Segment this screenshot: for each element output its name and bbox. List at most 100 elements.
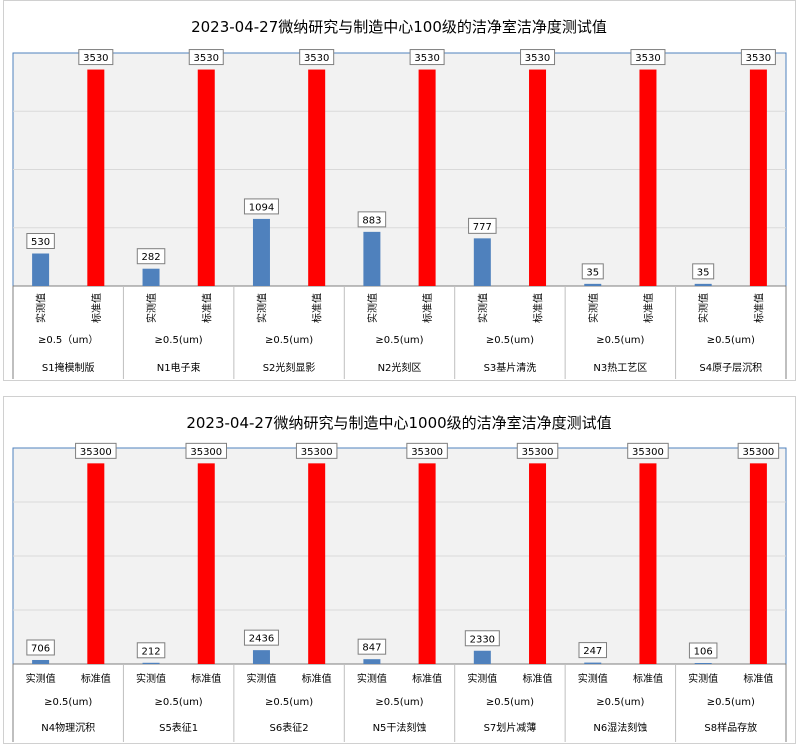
series-tick-label: 标准值: [191, 672, 221, 685]
data-label: 3530: [304, 53, 329, 64]
data-label: 35300: [80, 447, 112, 458]
bar-measured: [473, 238, 491, 286]
area-label: N3热工艺区: [593, 361, 647, 374]
bar-measured: [584, 283, 602, 286]
particle-size-label: ≥0.5(um): [375, 697, 423, 708]
series-tick-label: 实测值: [476, 293, 489, 323]
data-label: 3530: [635, 53, 660, 64]
data-label: 3530: [525, 53, 550, 64]
data-label: 106: [694, 647, 713, 658]
series-tick-label: 标准值: [743, 672, 773, 685]
series-tick-label: 标准值: [752, 293, 765, 323]
chart-1000-svg: 2023-04-27微纳研究与制造中心1000级的洁净室洁净度测试值 706 实测值…: [3, 396, 796, 744]
bar-measured: [142, 268, 160, 286]
particle-size-label: ≥0.5(um): [596, 697, 644, 708]
series-tick-label: 标准值: [421, 293, 434, 323]
data-label: 3530: [746, 53, 771, 64]
bar-standard: [418, 69, 436, 286]
series-tick-label: 标准值: [200, 293, 213, 323]
data-label-box: [688, 642, 718, 659]
bar-standard: [308, 463, 326, 664]
particle-size-label: ≥0.5(um): [596, 335, 644, 346]
data-label-box: [627, 442, 669, 459]
bar-standard: [639, 69, 657, 286]
area-label: N4物理沉积: [41, 721, 95, 734]
series-tick-label: 标准值: [532, 293, 545, 323]
data-label: 282: [141, 252, 160, 263]
chart-title: 2023-04-27微纳研究与制造中心1000级的洁净室洁净度测试值: [186, 414, 611, 432]
series-tick-label: 实测值: [697, 293, 710, 323]
bar-measured: [252, 650, 270, 664]
data-label-box: [26, 639, 55, 656]
chart-panel-1000: 2023-04-27微纳研究与制造中心1000级的洁净室洁净度测试值 706 实测值…: [3, 396, 796, 744]
data-label: 212: [141, 646, 160, 657]
series-tick-label: 实测值: [26, 672, 56, 685]
bar-standard: [749, 463, 767, 664]
series-tick-label: 实测值: [357, 672, 387, 685]
data-label: 883: [362, 215, 381, 226]
series-tick-label: 标准值: [81, 672, 111, 685]
data-label: 3530: [83, 53, 108, 64]
data-label-box: [581, 263, 604, 280]
series-tick-label: 标准值: [642, 293, 655, 323]
particle-size-label: ≥0.5（um）: [38, 334, 98, 346]
bar-standard: [87, 463, 105, 664]
particle-size-label: ≥0.5(um): [486, 697, 534, 708]
bar-measured: [32, 253, 50, 286]
data-label: 2436: [249, 634, 274, 645]
data-label: 35300: [301, 447, 333, 458]
bar-standard: [639, 463, 657, 664]
data-label-box: [406, 442, 448, 459]
series-tick-label: 实测值: [578, 672, 608, 685]
bar-measured: [363, 659, 381, 664]
series-tick-label: 实测值: [145, 293, 158, 323]
data-label-box: [78, 49, 114, 66]
area-label: N2光刻区: [378, 361, 422, 374]
series-tick-label: 标准值: [412, 672, 442, 685]
data-label: 706: [31, 643, 50, 654]
area-label: N5干法刻蚀: [373, 721, 427, 734]
particle-size-label: ≥0.5(um): [486, 335, 534, 346]
bar-standard: [418, 463, 436, 664]
data-label-box: [630, 49, 666, 66]
data-label-box: [409, 49, 445, 66]
data-label: 35300: [411, 447, 443, 458]
data-label: 35300: [190, 447, 222, 458]
area-label: S3基片清洗: [484, 361, 537, 374]
bar-measured: [694, 283, 712, 286]
data-label-box: [692, 263, 715, 280]
chart-100-svg: 2023-04-27微纳研究与制造中心100级的洁净室洁净度测试值 530 实测值 3…: [3, 0, 796, 381]
data-label-box: [136, 248, 166, 265]
particle-size-label: ≥0.5(um): [707, 697, 755, 708]
bar-measured: [142, 662, 160, 664]
series-tick-label: 标准值: [633, 672, 663, 685]
data-label-box: [243, 198, 279, 215]
bar-measured: [32, 659, 50, 664]
area-label: N1电子束: [157, 361, 201, 374]
area-label: S6表征2: [270, 721, 309, 734]
data-label-box: [185, 442, 227, 459]
data-label-box: [516, 442, 559, 459]
bar-standard: [749, 69, 767, 286]
chart-title: 2023-04-27微纳研究与制造中心100级的洁净室洁净度测试值: [191, 18, 607, 36]
data-label-box: [295, 442, 338, 459]
series-tick-label: 标准值: [523, 672, 553, 685]
data-label: 3530: [414, 53, 439, 64]
series-tick-label: 实测值: [688, 672, 718, 685]
data-label-box: [737, 442, 780, 459]
series-tick-label: 实测值: [255, 293, 268, 323]
area-label: S1掩模制版: [42, 361, 95, 374]
bar-measured: [473, 650, 491, 664]
series-tick-label: 实测值: [246, 672, 276, 685]
particle-size-label: ≥0.5(um): [155, 335, 203, 346]
data-label: 35300: [522, 447, 554, 458]
data-label-box: [136, 642, 166, 659]
chart-panel-100: 2023-04-27微纳研究与制造中心100级的洁净室洁净度测试值 530 实测值 3…: [3, 0, 796, 381]
data-label-box: [464, 630, 500, 647]
series-tick-label: 实测值: [136, 672, 166, 685]
area-label: N6湿法刻蚀: [593, 721, 647, 734]
bar-measured: [694, 663, 712, 664]
data-label-box: [357, 211, 387, 228]
series-tick-label: 实测值: [35, 293, 48, 323]
data-label-box: [740, 49, 776, 66]
